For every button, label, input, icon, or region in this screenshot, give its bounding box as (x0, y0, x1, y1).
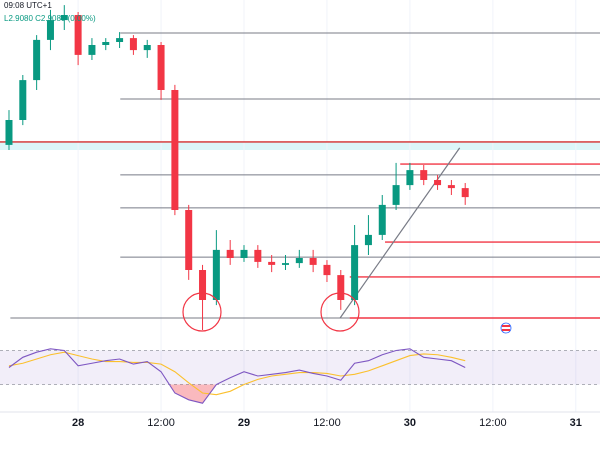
candle-body (392, 185, 400, 205)
candle-body (60, 15, 68, 21)
x-tick-label: 12:00 (147, 417, 175, 429)
candle-body (185, 210, 193, 270)
zone-band (0, 141, 600, 150)
candle-body (295, 258, 303, 264)
candle-body (157, 45, 165, 90)
candle-body (199, 270, 207, 300)
candle-body (88, 45, 96, 55)
legend-title: 09:08 UTC+1 (4, 1, 52, 10)
candle-body (74, 15, 82, 55)
x-tick-label: 12:00 (313, 417, 341, 429)
candle-body (46, 20, 54, 40)
candle-body (461, 188, 469, 198)
candle-body (240, 249, 248, 258)
candle-body (323, 264, 331, 276)
candle-body (420, 170, 428, 180)
candle-body (116, 38, 124, 42)
candle-body (226, 249, 234, 258)
candle-body (268, 261, 276, 265)
candle-body (5, 120, 13, 145)
annotation-circle (182, 292, 222, 332)
candle-body (129, 38, 137, 51)
candle-body (143, 45, 151, 51)
rsi-signal-line (8, 351, 466, 396)
legend-ohlc: L2.9080 C2.9080 (0.00%) (4, 14, 96, 23)
candle-body (171, 90, 179, 210)
x-tick-label: 31 (570, 417, 582, 429)
candle-body (19, 80, 27, 120)
candle-body (254, 249, 262, 262)
candle-body (337, 275, 345, 300)
x-tick-label: 30 (404, 417, 416, 429)
x-tick-label: 28 (72, 417, 84, 429)
rsi-line (8, 348, 466, 404)
flag-icon (500, 322, 512, 334)
candle-body (309, 258, 317, 265)
background-layer: 28 12:00 29 12:00 30 12:00 31 (0, 0, 600, 429)
candle-body (364, 234, 372, 246)
candle-body (102, 42, 110, 45)
x-tick-label: 12:00 (479, 417, 507, 429)
candle-body (281, 263, 289, 265)
trendline (339, 147, 461, 319)
rsi-band (0, 350, 600, 385)
annotation-circle (320, 292, 360, 332)
x-tick-label: 29 (238, 417, 250, 429)
candle-body (434, 180, 442, 186)
candle-body (351, 245, 359, 300)
candle-body (33, 39, 41, 81)
main-layer (5, 5, 469, 404)
candle-body (378, 204, 386, 235)
candle-body (212, 249, 220, 300)
candle-body (447, 185, 455, 189)
candle-body (406, 170, 414, 186)
